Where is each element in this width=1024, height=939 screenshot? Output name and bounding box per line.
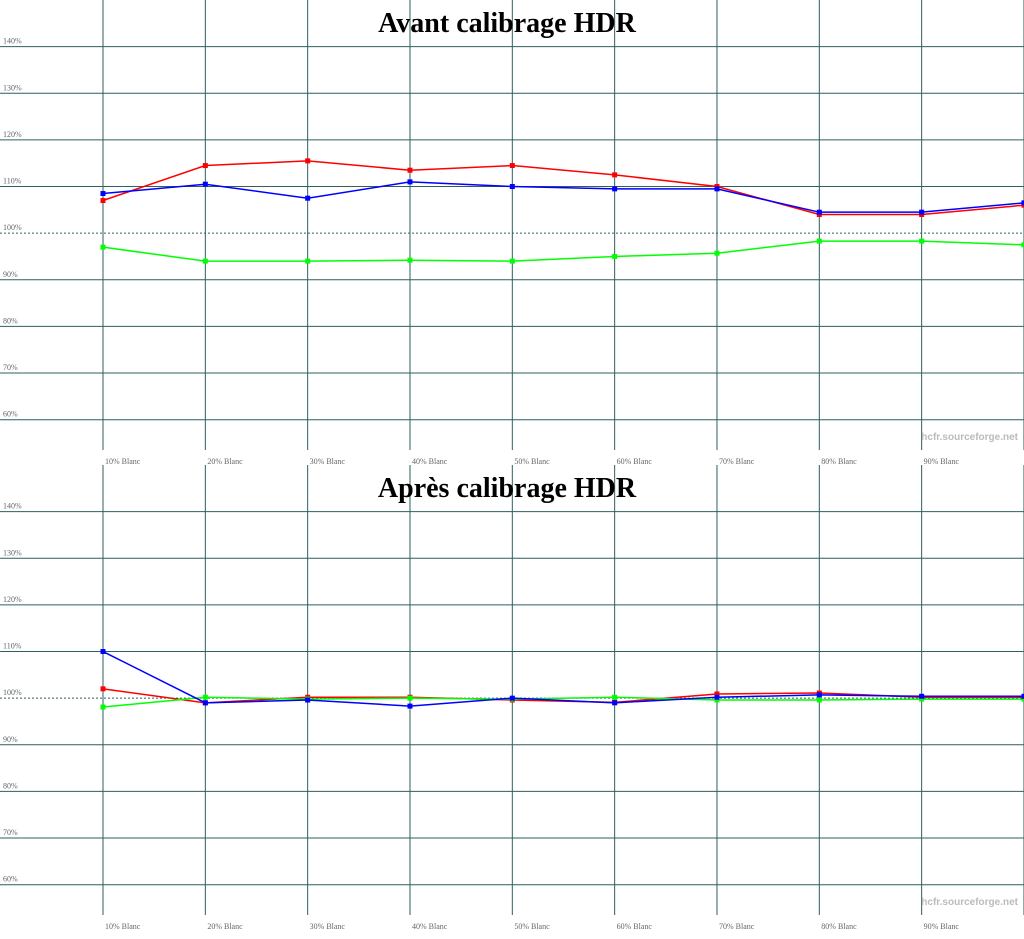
point: [919, 693, 925, 699]
point: [1021, 693, 1024, 699]
y-tick-label: 70%: [3, 828, 18, 837]
x-tick-label: 40% Blanc: [412, 922, 448, 931]
watermark: hcfr.sourceforge.net: [921, 897, 1018, 908]
point: [816, 209, 822, 215]
y-tick-label: 110%: [3, 177, 22, 186]
x-tick-label: 10% Blanc: [105, 922, 141, 931]
point: [407, 703, 413, 709]
point: [305, 158, 311, 164]
y-tick-label: 120%: [3, 595, 22, 604]
point: [816, 692, 822, 698]
point: [100, 686, 106, 692]
point: [100, 191, 106, 197]
y-tick-label: 90%: [3, 735, 18, 744]
point: [100, 198, 106, 204]
series-line: [102, 160, 1024, 216]
point: [714, 691, 720, 697]
point: [919, 238, 925, 244]
x-tick-label: 90% Blanc: [924, 457, 960, 466]
x-tick-label: 80% Blanc: [821, 922, 857, 931]
x-tick-label: 70% Blanc: [719, 457, 755, 466]
point: [612, 186, 618, 192]
x-tick-label: 50% Blanc: [514, 922, 550, 931]
point: [919, 209, 925, 215]
y-tick-label: 130%: [3, 548, 22, 557]
y-tick-label: 60%: [3, 875, 18, 884]
y-tick-label: 90%: [3, 270, 18, 279]
point: [202, 694, 208, 700]
y-tick-label: 70%: [3, 363, 18, 372]
point: [509, 258, 515, 264]
x-tick-label: 20% Blanc: [207, 922, 243, 931]
point: [816, 238, 822, 244]
y-tick-label: 100%: [3, 223, 22, 232]
chart-title: Après calibrage HDR: [378, 473, 637, 504]
point: [407, 167, 413, 173]
point: [407, 695, 413, 701]
point: [714, 694, 720, 700]
series-line: [102, 696, 1024, 708]
point: [202, 700, 208, 706]
point: [714, 697, 720, 703]
watermark: hcfr.sourceforge.net: [921, 432, 1018, 443]
x-tick-label: 80% Blanc: [821, 457, 857, 466]
y-tick-label: 120%: [3, 130, 22, 139]
point: [100, 649, 106, 655]
x-tick-label: 90% Blanc: [924, 922, 960, 931]
x-tick-label: 20% Blanc: [207, 457, 243, 466]
point: [407, 257, 413, 263]
x-tick-label: 70% Blanc: [719, 922, 755, 931]
series-line: [102, 240, 1024, 262]
x-tick-label: 50% Blanc: [514, 457, 550, 466]
y-tick-label: 130%: [3, 83, 22, 92]
x-tick-label: 60% Blanc: [617, 922, 653, 931]
y-tick-label: 110%: [3, 642, 22, 651]
series-line: [102, 650, 1024, 707]
point: [509, 184, 515, 190]
point: [100, 244, 106, 250]
chart-title: Avant calibrage HDR: [378, 8, 636, 39]
y-tick-label: 80%: [3, 316, 18, 325]
x-tick-label: 30% Blanc: [310, 922, 346, 931]
point: [714, 186, 720, 192]
y-tick-label: 80%: [3, 781, 18, 790]
point: [1021, 696, 1024, 702]
x-tick-label: 30% Blanc: [310, 457, 346, 466]
y-tick-label: 140%: [3, 502, 22, 511]
point: [305, 195, 311, 201]
point: [100, 704, 106, 710]
point: [509, 163, 515, 169]
point: [1021, 242, 1024, 248]
point: [612, 172, 618, 178]
point: [612, 253, 618, 259]
point: [202, 181, 208, 187]
point: [202, 258, 208, 264]
point: [1021, 200, 1024, 206]
point: [305, 697, 311, 703]
series-line: [102, 181, 1024, 213]
y-tick-label: 100%: [3, 688, 22, 697]
point: [612, 700, 618, 706]
point: [919, 696, 925, 702]
point: [612, 694, 618, 700]
x-tick-label: 60% Blanc: [617, 457, 653, 466]
point: [407, 179, 413, 185]
point: [305, 258, 311, 264]
point: [714, 250, 720, 256]
y-tick-label: 60%: [3, 410, 18, 419]
point: [202, 163, 208, 169]
point: [816, 697, 822, 703]
point: [509, 695, 515, 701]
y-tick-label: 140%: [3, 37, 22, 46]
x-tick-label: 40% Blanc: [412, 457, 448, 466]
x-tick-label: 10% Blanc: [105, 457, 141, 466]
